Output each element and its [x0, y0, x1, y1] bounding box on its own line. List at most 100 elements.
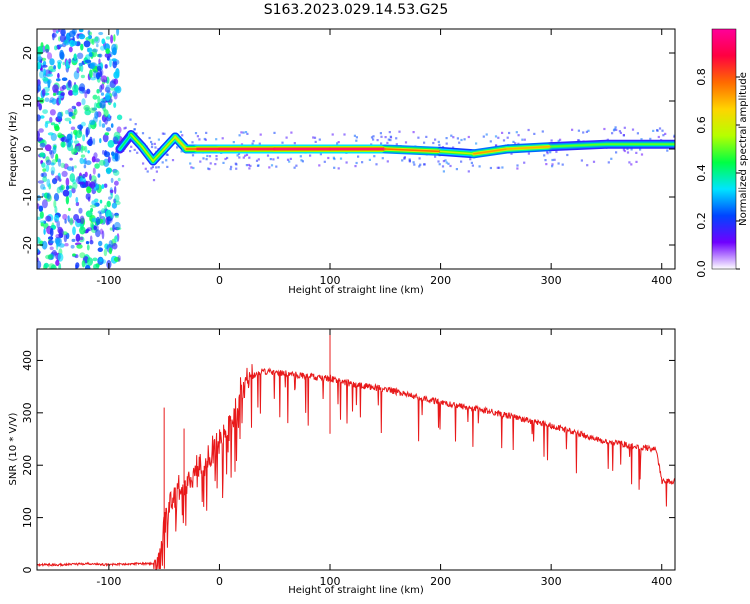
- band-halo-cell: [533, 132, 536, 135]
- noise-cell: [47, 254, 54, 260]
- noise-cell: [99, 84, 103, 93]
- noise-cell: [80, 154, 86, 158]
- band-halo-cell: [418, 157, 421, 160]
- band-halo-cell: [612, 129, 616, 132]
- noise-cell: [52, 29, 57, 33]
- band-halo-cell: [571, 128, 574, 131]
- spectrogram-y-tick-label: 10: [21, 94, 34, 108]
- band-halo-cell: [245, 164, 248, 167]
- noise-cell: [45, 159, 52, 166]
- noise-cell: [116, 227, 122, 231]
- band-halo-cell: [150, 167, 153, 170]
- noise-cell: [49, 109, 56, 116]
- noise-cell: [89, 204, 97, 208]
- noise-cell: [83, 164, 87, 169]
- noise-cell: [76, 52, 84, 59]
- noise-cell: [96, 43, 99, 48]
- noise-cell: [92, 94, 98, 100]
- band-halo-cell: [207, 167, 210, 170]
- band-halo-cell: [293, 142, 296, 145]
- noise-cell: [109, 227, 113, 231]
- noise-cell: [98, 119, 102, 127]
- noise-cell: [37, 61, 42, 70]
- noise-cell: [95, 72, 101, 80]
- band-halo-cell: [523, 161, 526, 164]
- noise-cell: [83, 40, 91, 48]
- band-halo-cell: [331, 133, 334, 136]
- band-halo-cell: [566, 153, 569, 157]
- noise-cell: [41, 240, 48, 250]
- noise-cell: [110, 177, 114, 183]
- noise-cell: [101, 208, 106, 214]
- band-halo-cell: [295, 164, 298, 167]
- noise-cell: [62, 61, 65, 66]
- band-halo-cell: [586, 164, 589, 167]
- band-halo-cell: [559, 138, 562, 141]
- noise-cell: [51, 33, 57, 38]
- band-halo-cell: [445, 161, 448, 164]
- noise-cell: [101, 123, 106, 128]
- noise-cell: [113, 78, 119, 85]
- noise-cell: [104, 53, 112, 58]
- band-segment-layer-3: [141, 145, 154, 162]
- noise-cell: [104, 92, 111, 102]
- noise-cell: [50, 264, 57, 269]
- noise-cell: [41, 162, 46, 168]
- noise-cell: [82, 90, 89, 94]
- band-halo-cell: [337, 141, 340, 144]
- snr-frame: [36, 328, 676, 571]
- snr-x-tick-label: 400: [651, 575, 672, 588]
- noise-cell: [81, 145, 86, 151]
- band-halo-cell: [622, 148, 625, 151]
- band-halo-cell: [497, 136, 500, 139]
- band-halo-cell: [425, 135, 428, 138]
- noise-cell: [66, 138, 72, 148]
- band-halo-cell: [514, 142, 517, 145]
- band-segment-layer-3: [174, 136, 188, 150]
- noise-cell: [92, 48, 97, 58]
- noise-cell: [37, 203, 40, 209]
- spectrogram-x-tick-label: 400: [651, 274, 672, 287]
- band-halo-cell: [502, 139, 506, 142]
- band-halo-cell: [129, 118, 132, 121]
- band-halo-cell: [272, 158, 275, 161]
- noise-cell: [104, 204, 107, 210]
- band-halo-cell: [332, 156, 335, 159]
- noise-cell: [114, 153, 119, 162]
- noise-cell: [89, 62, 96, 69]
- band-halo-cell: [485, 133, 488, 136]
- noise-cell: [90, 235, 93, 242]
- band-halo-cell: [640, 153, 644, 156]
- noise-cell: [60, 29, 66, 36]
- noise-cell: [75, 233, 81, 242]
- band-halo-cell: [154, 146, 157, 149]
- noise-cell: [105, 48, 110, 54]
- band-halo-cell: [247, 163, 250, 167]
- band-halo-cell: [458, 141, 461, 144]
- noise-cell: [57, 111, 63, 120]
- noise-cell: [64, 218, 67, 224]
- spectrogram-x-tick-label: 300: [541, 274, 562, 287]
- noise-cell: [113, 102, 117, 108]
- band-halo-cell: [155, 166, 158, 169]
- band-halo-cell: [441, 165, 445, 168]
- band-halo-cell: [189, 162, 192, 165]
- noise-cell: [68, 120, 72, 125]
- band-halo-cell: [229, 168, 232, 171]
- band-halo-cell: [387, 138, 390, 141]
- band-halo-cell: [611, 132, 614, 135]
- band-halo-cell: [640, 138, 643, 141]
- noise-cell: [108, 247, 113, 255]
- noise-cell: [80, 64, 84, 73]
- noise-cell: [60, 92, 65, 97]
- noise-cell: [39, 220, 45, 224]
- band-halo-cell: [171, 159, 175, 162]
- band-halo-cell: [551, 165, 554, 168]
- band-halo-cell: [449, 164, 452, 168]
- noise-cell: [49, 240, 55, 244]
- band-halo-cell: [240, 143, 244, 146]
- band-halo-cell: [380, 142, 383, 145]
- band-halo-cell: [673, 135, 675, 138]
- band-halo-cell: [506, 136, 509, 139]
- snr-x-ticks: -100 0 100 200 300 400: [96, 329, 672, 588]
